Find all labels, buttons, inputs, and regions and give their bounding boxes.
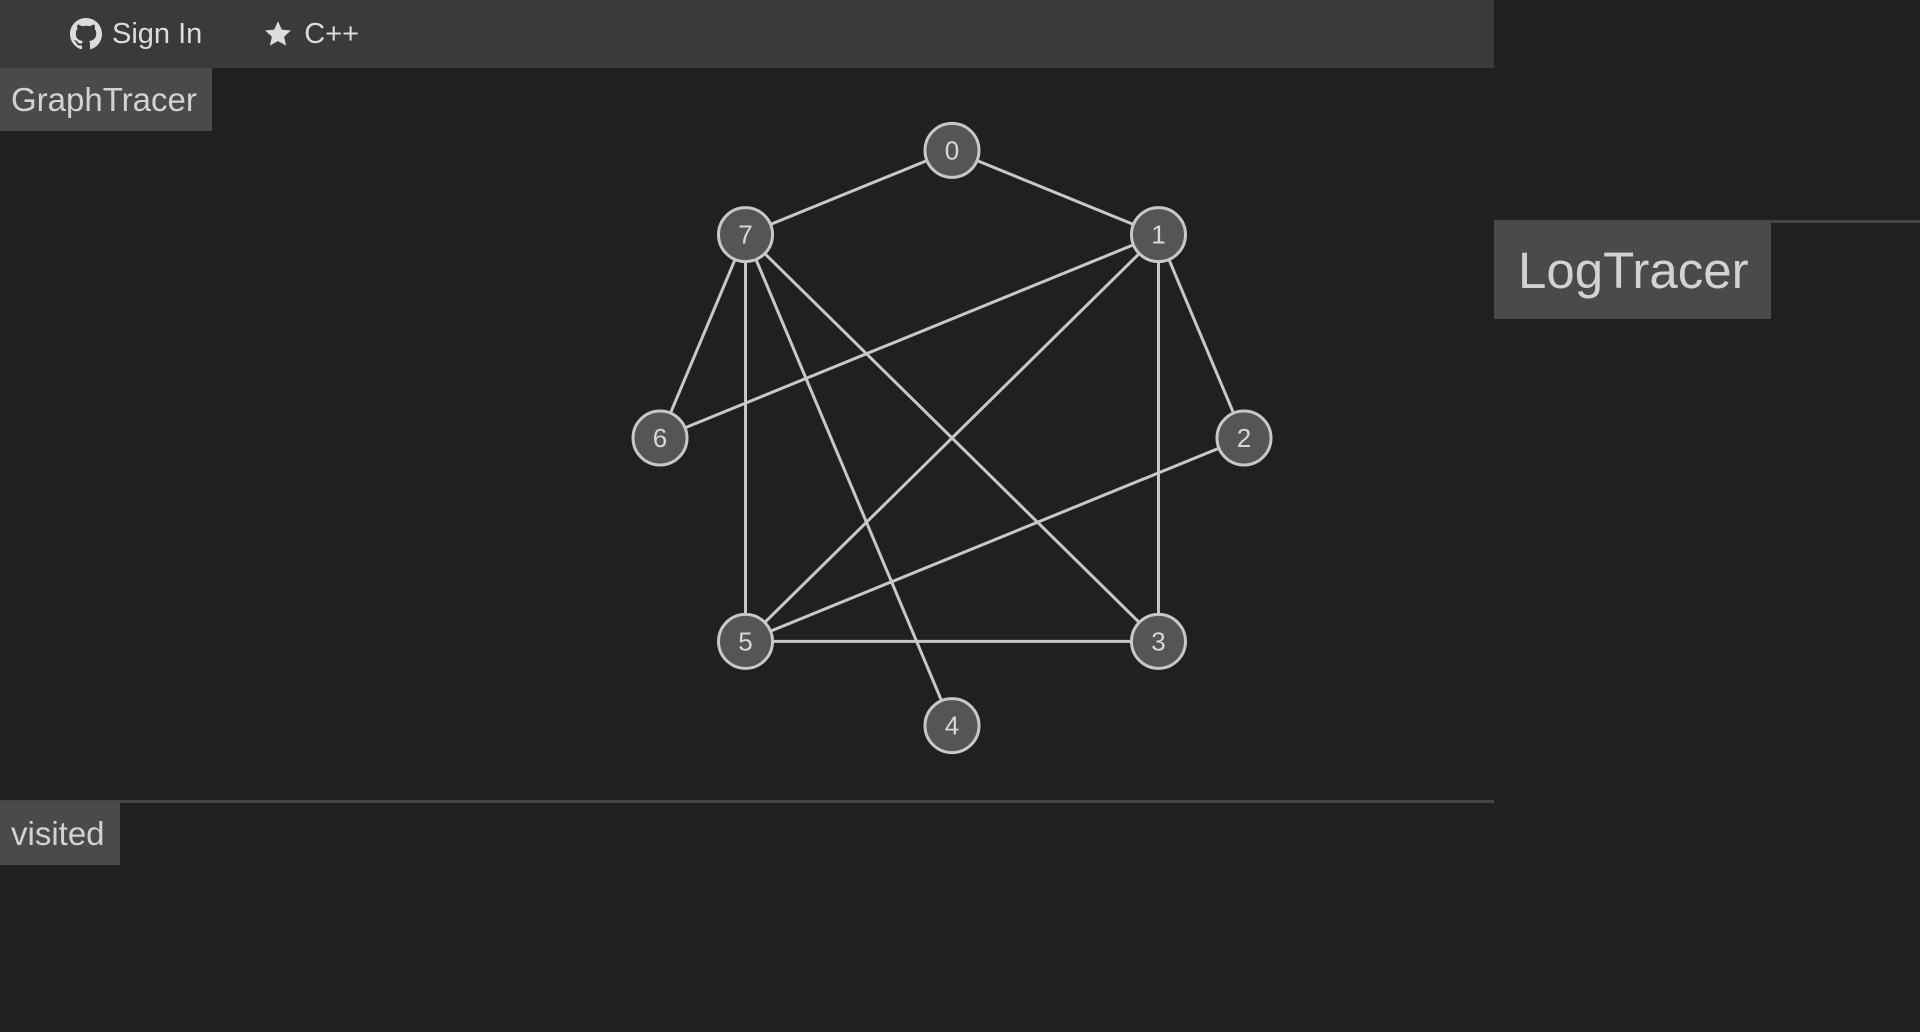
graph-edge-0-1: [951, 148, 1160, 237]
graph-node-circle: [923, 121, 981, 179]
graph-node-label: 5: [738, 626, 752, 656]
graph-edge-1-2: [1157, 234, 1246, 439]
star-icon: [265, 21, 292, 46]
graph-node-label: 3: [1151, 626, 1165, 656]
graph-tracer-panel: GraphTracer 0 1 2 3 4 5 6 7: [0, 68, 1494, 802]
sign-in-button[interactable]: Sign In: [48, 0, 224, 68]
panel-divider[interactable]: [0, 800, 1494, 803]
graph-node-label: 7: [738, 220, 752, 250]
graph-edge-2-5: [744, 436, 1245, 643]
graph-node-2[interactable]: 2: [1215, 409, 1273, 467]
log-tracer-panel: LogTracer: [1494, 0, 1920, 1032]
graph-tracer-title: GraphTracer: [0, 68, 212, 131]
graph-node-label: 0: [945, 135, 959, 165]
visited-title: visited: [0, 803, 120, 865]
toolbar: Sign In C++: [0, 0, 1494, 68]
graph-node-label: 2: [1237, 423, 1251, 453]
github-icon: [70, 18, 102, 50]
graph-edge-7-4: [744, 234, 954, 727]
sign-in-label: Sign In: [112, 17, 203, 50]
graph-edge-1-5: [744, 233, 1160, 643]
log-tracer-title: LogTracer: [1494, 222, 1771, 319]
graph-node-5[interactable]: 5: [717, 612, 775, 670]
graph-edge-1-6: [659, 233, 1160, 440]
graph-node-circle: [923, 697, 981, 755]
graph-node-6[interactable]: 6: [631, 409, 689, 467]
log-panel-divider[interactable]: [1494, 220, 1920, 223]
graph-edge-7-6: [658, 234, 747, 439]
graph-node-label: 6: [653, 423, 667, 453]
graph-edge-0-7: [744, 148, 953, 237]
graph-canvas: 0 1 2 3 4 5 6 7: [631, 121, 1273, 755]
graph-node-1[interactable]: 1: [1129, 206, 1187, 264]
graph-node-0[interactable]: 0: [923, 121, 981, 179]
language-label: C++: [304, 17, 360, 50]
graph-node-circle: [1129, 206, 1187, 264]
graph-node-circle: [631, 409, 689, 467]
graph-node-4[interactable]: 4: [923, 697, 981, 755]
language-button[interactable]: C++: [240, 0, 381, 68]
visited-panel: visited: [0, 803, 1494, 1032]
graph-node-circle: [717, 206, 775, 264]
graph-node-label: 4: [945, 711, 959, 741]
graph-node-circle: [1215, 409, 1273, 467]
graph-node-circle: [1129, 612, 1187, 670]
graph-node-label: 1: [1151, 220, 1165, 250]
graph-node-circle: [717, 612, 775, 670]
graph-node-7[interactable]: 7: [717, 206, 775, 264]
graph-node-3[interactable]: 3: [1129, 612, 1187, 670]
